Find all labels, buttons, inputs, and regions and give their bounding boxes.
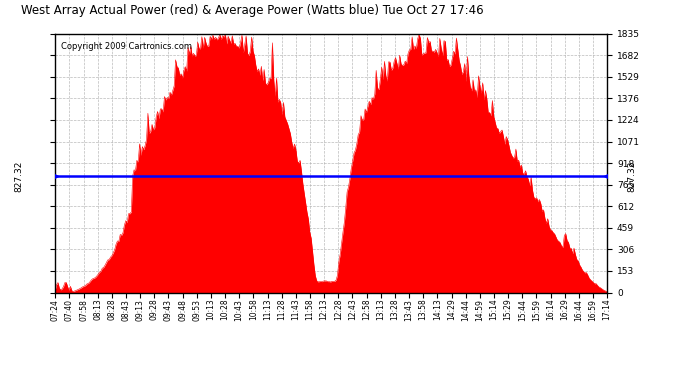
Text: West Array Actual Power (red) & Average Power (Watts blue) Tue Oct 27 17:46: West Array Actual Power (red) & Average … — [21, 4, 483, 17]
Text: 827.32: 827.32 — [627, 160, 637, 192]
Text: Copyright 2009 Cartronics.com: Copyright 2009 Cartronics.com — [61, 42, 192, 51]
Text: 827.32: 827.32 — [14, 160, 24, 192]
